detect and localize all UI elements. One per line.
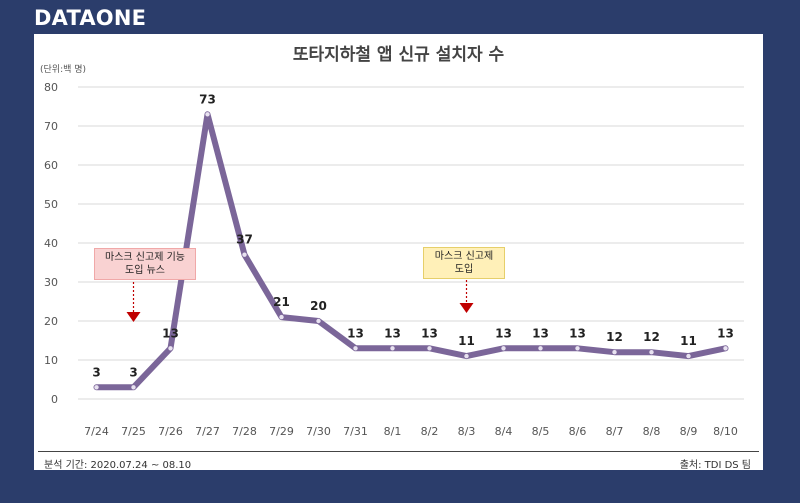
chart-title: 또타지하철 앱 신규 설치자 수 bbox=[292, 45, 505, 65]
x-tick-label: 8/1 bbox=[384, 425, 402, 438]
data-label: 13 bbox=[162, 326, 179, 340]
x-tick-label: 7/30 bbox=[306, 425, 331, 438]
data-point bbox=[353, 346, 358, 351]
data-label: 37 bbox=[236, 233, 253, 247]
data-point bbox=[575, 346, 580, 351]
y-tick-label: 0 bbox=[51, 393, 58, 406]
line-chart: 0 10 20 30 40 50 60 70 80 7/24 7/25 7/26 7/27 7/28 7/2… bbox=[44, 81, 744, 438]
arrow-adoption-head bbox=[459, 303, 474, 313]
analysis-period: 분석 기간: 2020.07.24 ~ 08.10 bbox=[44, 460, 192, 471]
data-point bbox=[464, 353, 469, 359]
x-tick-label: 8/5 bbox=[532, 425, 550, 438]
series-line bbox=[93, 111, 729, 391]
data-label: 13 bbox=[384, 326, 401, 340]
y-tick-label: 40 bbox=[44, 237, 58, 250]
data-label: 73 bbox=[199, 92, 216, 106]
data-point bbox=[723, 346, 728, 351]
data-label: 3 bbox=[92, 365, 100, 379]
data-point bbox=[501, 346, 506, 351]
data-label: 20 bbox=[310, 299, 327, 313]
data-point bbox=[316, 318, 321, 324]
annotation-mask-news: 마스크 신고제 기능 도입 뉴스 bbox=[94, 248, 196, 280]
annotation-mask-adoption: 마스크 신고제 도입 bbox=[423, 247, 505, 279]
x-tick-label: 8/4 bbox=[495, 425, 513, 438]
data-point bbox=[427, 346, 432, 351]
unit-label: (단위:백 명) bbox=[40, 65, 87, 75]
y-tick-label: 70 bbox=[44, 120, 58, 133]
x-tick-label: 7/26 bbox=[158, 425, 183, 438]
data-label: 3 bbox=[129, 365, 137, 379]
x-tick-label: 8/7 bbox=[606, 425, 624, 438]
y-tick-label: 10 bbox=[44, 354, 58, 367]
x-tick-label: 8/8 bbox=[643, 425, 661, 438]
y-tick-label: 60 bbox=[44, 159, 58, 172]
chart-panel: 또타지하철 앱 신규 설치자 수 (단위:백 명) 0 10 20 30 40 50 60 7… bbox=[34, 34, 763, 471]
x-tick-label: 7/25 bbox=[121, 425, 146, 438]
y-tick-label: 20 bbox=[44, 315, 58, 328]
data-point bbox=[131, 385, 136, 390]
data-point bbox=[686, 353, 691, 359]
data-point bbox=[390, 346, 395, 351]
data-label: 12 bbox=[606, 330, 623, 344]
brand-logo: DATAONE bbox=[34, 6, 147, 30]
x-tick-label: 7/31 bbox=[343, 425, 368, 438]
x-tick-label: 7/24 bbox=[84, 425, 109, 438]
arrow-news-head bbox=[126, 312, 141, 322]
y-tick-label: 50 bbox=[44, 198, 58, 211]
data-label: 13 bbox=[717, 326, 734, 340]
data-point bbox=[612, 350, 617, 355]
data-point bbox=[94, 385, 99, 390]
data-label: 13 bbox=[532, 326, 549, 340]
x-tick-label: 8/2 bbox=[421, 425, 439, 438]
x-tick-label: 7/29 bbox=[269, 425, 294, 438]
data-label: 11 bbox=[458, 334, 475, 348]
data-source: 출처: TDI DS 팀 bbox=[679, 460, 751, 471]
y-tick-label: 30 bbox=[44, 276, 58, 289]
data-label: 21 bbox=[273, 295, 290, 309]
data-point bbox=[242, 252, 247, 257]
data-point bbox=[538, 346, 543, 351]
x-tick-label: 7/28 bbox=[232, 425, 257, 438]
footer-divider bbox=[38, 451, 759, 452]
data-label: 13 bbox=[495, 326, 512, 340]
data-point bbox=[279, 314, 284, 320]
data-point bbox=[649, 350, 654, 355]
x-tick-label: 8/9 bbox=[680, 425, 698, 438]
x-tick-label: 8/10 bbox=[713, 425, 738, 438]
data-label: 13 bbox=[569, 326, 586, 340]
data-point bbox=[168, 346, 173, 351]
x-tick-label: 8/6 bbox=[569, 425, 587, 438]
data-label: 11 bbox=[680, 334, 697, 348]
x-tick-label: 8/3 bbox=[458, 425, 476, 438]
data-point bbox=[205, 112, 210, 117]
x-tick-label: 7/27 bbox=[195, 425, 220, 438]
data-label: 13 bbox=[421, 326, 438, 340]
data-label: 13 bbox=[347, 326, 364, 340]
data-label: 12 bbox=[643, 330, 660, 344]
y-tick-label: 80 bbox=[44, 81, 58, 94]
